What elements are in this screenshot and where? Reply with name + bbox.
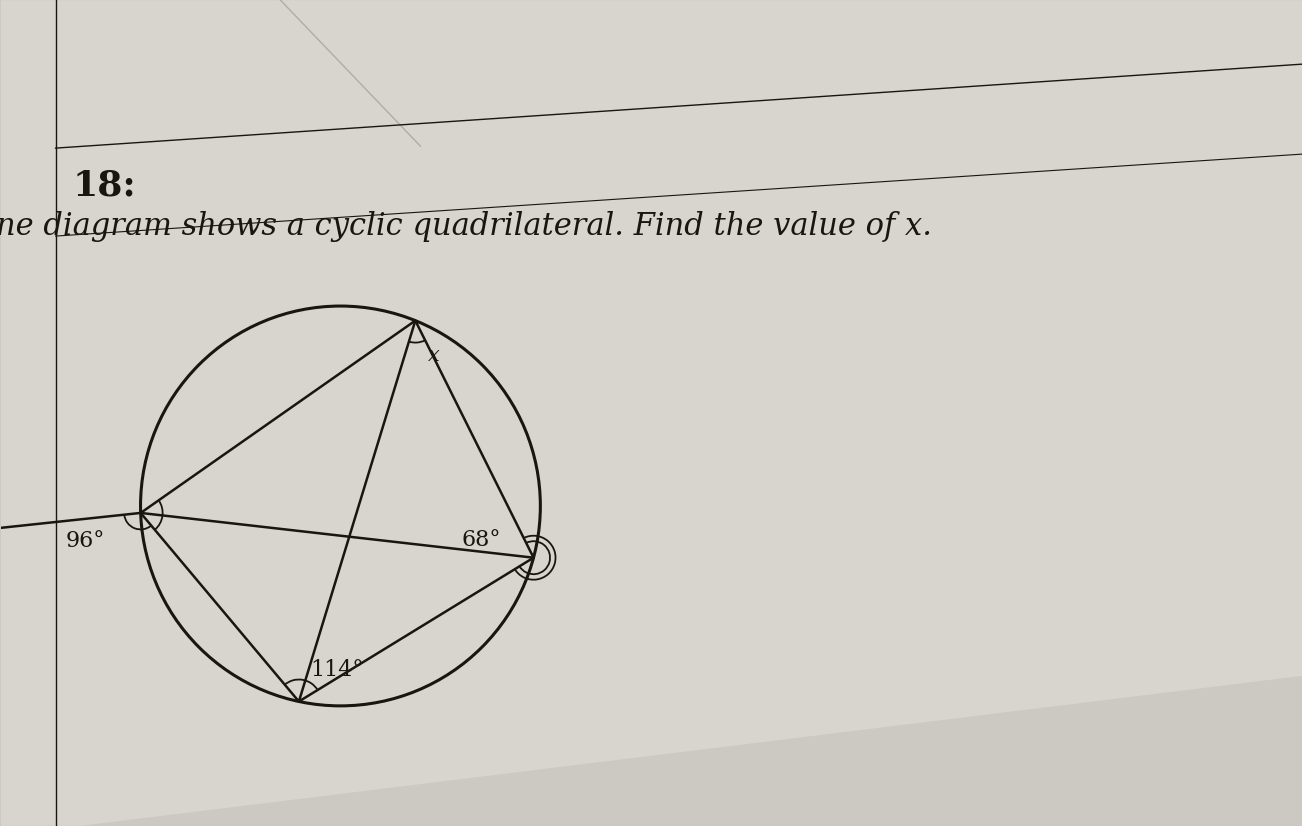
Text: 68°: 68° (462, 529, 501, 551)
Text: 96°: 96° (66, 530, 105, 552)
Text: ne diagram shows a cyclic quadrilateral. Find the value of x.: ne diagram shows a cyclic quadrilateral.… (0, 211, 932, 242)
Text: 114°: 114° (310, 658, 363, 681)
Text: 18:: 18: (73, 169, 137, 202)
Text: x: x (427, 346, 439, 365)
